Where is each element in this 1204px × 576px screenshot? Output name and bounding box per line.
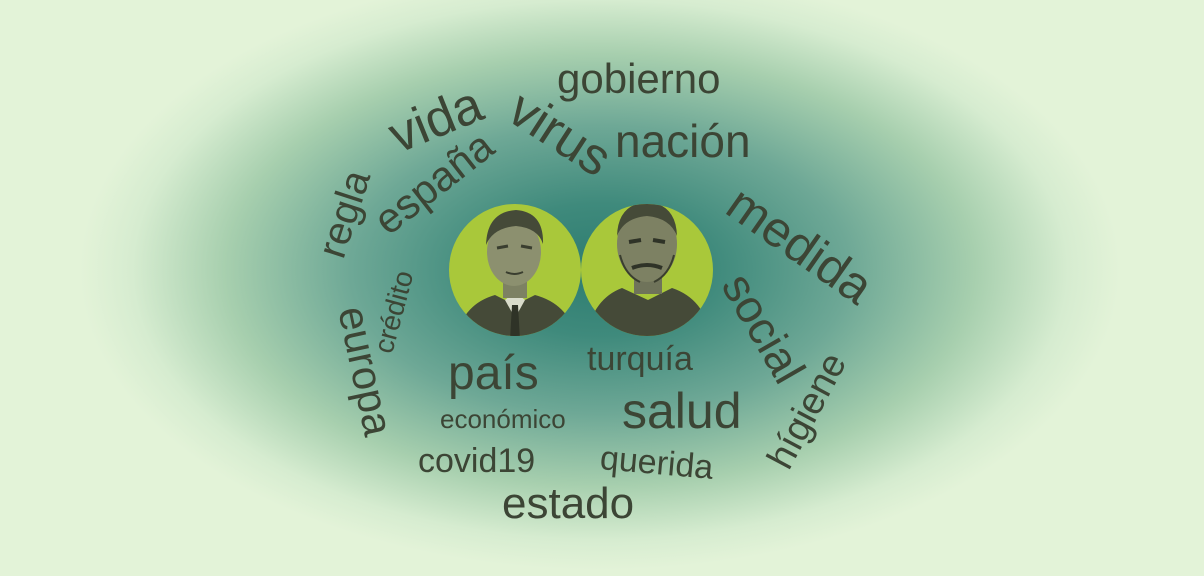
word-turquia: turquía	[587, 340, 693, 378]
word-pais: país	[448, 347, 539, 400]
word-salud: salud	[622, 383, 742, 439]
word-gobierno: gobierno	[557, 55, 721, 102]
portrait-left	[449, 204, 581, 336]
word-economico: económico	[440, 404, 566, 434]
word-covid19: covid19	[418, 442, 536, 480]
word-estado: estado	[502, 479, 635, 528]
word-nacion: nación	[615, 115, 751, 167]
portrait-right	[581, 204, 713, 336]
